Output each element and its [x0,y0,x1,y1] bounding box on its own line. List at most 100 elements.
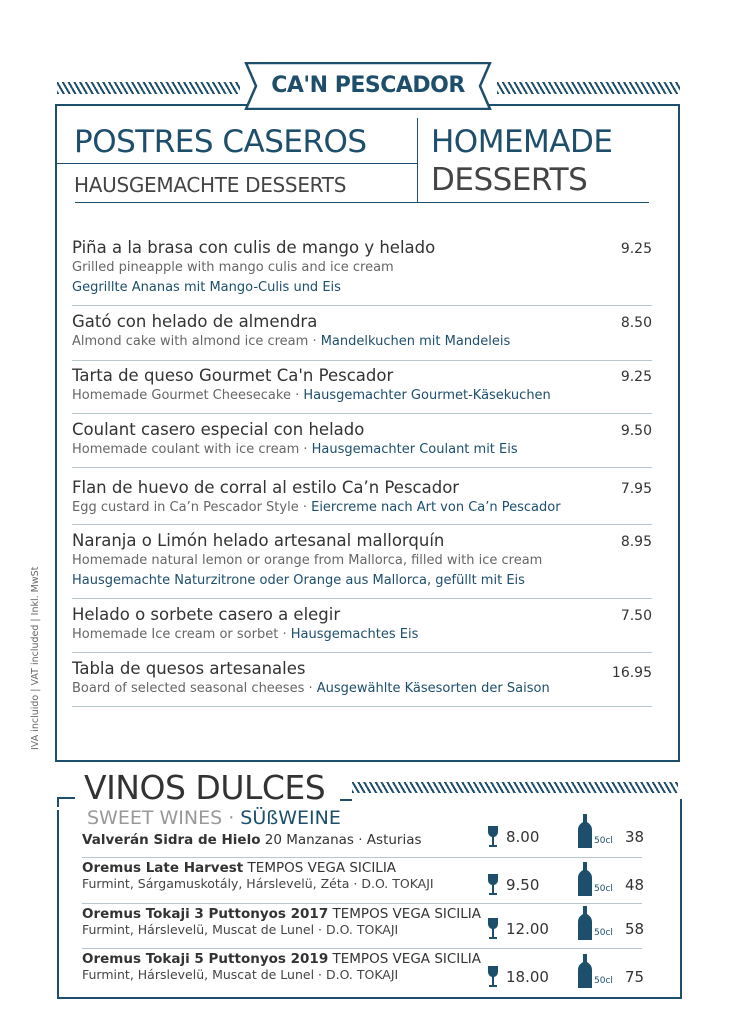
bottle-price: 75 [625,968,645,986]
separator [72,652,652,653]
dessert-item: Coulant casero especial con helado 9.50 H… [72,420,652,462]
dessert-name: Tabla de quesos artesanales [72,659,306,678]
bottle-price: 38 [625,828,645,846]
dessert-english: Homemade natural lemon or orange from Ma… [72,553,543,568]
bottle-size: 50cl [594,836,613,846]
dessert-name: Naranja o Limón helado artesanal mallorq… [72,531,445,550]
separator [72,467,652,468]
wine-glass-icon [487,966,499,992]
decorative-hatch-wines [352,782,678,793]
dessert-name: Gató con helado de almendra [72,312,318,331]
dessert-german: Eiercreme nach Art von Ca’n Pescador [311,500,561,515]
wine-bottle-icon [578,954,592,992]
bottle-price: 48 [625,876,645,894]
wine-item: Valverán Sidra de Hielo 20 Manzanas · As… [82,814,652,848]
dessert-item: Flan de huevo de corral al estilo Ca’n P… [72,478,652,520]
dessert-english: Homemade coulant with ice cream · [72,442,312,457]
subtitle-english: SWEET WINES · [87,807,241,829]
dessert-name: Piña a la brasa con culis de mango y hel… [72,238,436,257]
wine-name: Oremus Late Harvest [82,860,244,876]
bottle-size: 50cl [594,884,613,894]
bottle-price: 58 [625,920,645,938]
separator [72,305,652,306]
wine-name: Oremus Tokaji 3 Puttonyos 2017 [82,906,329,922]
wine-glass-icon [487,874,499,900]
wine-item: Oremus Late Harvest TEMPOS VEGA SICILIA … [82,860,652,896]
separator [72,524,652,525]
wine-details: Furmint, Hárslevelü, Muscat de Lunel · D… [82,922,399,937]
dessert-german: Hausgemachte Naturzitrone oder Orange au… [72,573,525,588]
tax-note: IVA incluido | VAT included | Inkl. MwSt [30,566,41,750]
decorative-hatch-left [57,82,240,94]
wine-name: Oremus Tokaji 5 Puttonyos 2019 [82,951,329,967]
title-english-2: DESSERTS [431,162,588,198]
dessert-german: Hausgemachter Coulant mit Eis [311,442,518,457]
dessert-price: 9.25 [620,241,652,257]
title-english-1: HOMEMADE [431,124,613,160]
bottle-size: 50cl [594,976,613,986]
dessert-price: 9.50 [620,423,652,439]
decorative-hatch-right [497,82,680,94]
dessert-item: Naranja o Limón helado artesanal mallorq… [72,531,652,593]
glass-price: 8.00 [506,828,540,846]
dessert-item: Tarta de queso Gourmet Ca'n Pescador 9.2… [72,366,652,408]
wine-details: Furmint, Hárslevelü, Muscat de Lunel · D… [82,967,399,982]
dessert-german: Hausgemachter Gourmet-Käsekuchen [303,388,551,403]
wine-item: Oremus Tokaji 5 Puttonyos 2019 TEMPOS VE… [82,951,652,988]
dessert-english: Board of selected seasonal cheeses · [72,681,317,696]
separator [72,360,652,361]
title-spanish: POSTRES CASEROS [74,124,367,160]
wine-producer: 20 Manzanas · Asturias [260,832,422,848]
glass-price: 18.00 [506,968,549,986]
wines-subtitle: SWEET WINES · SÜßWEINE [87,807,341,829]
separator [82,948,642,949]
dessert-price: 8.50 [620,315,652,331]
glass-price: 12.00 [506,920,549,938]
separator [82,857,642,858]
dessert-name: Tarta de queso Gourmet Ca'n Pescador [72,366,394,385]
dessert-price: 16.95 [611,665,652,681]
dessert-name: Coulant casero especial con helado [72,420,365,439]
dessert-german: Ausgewählte Käsesorten der Saison [316,681,550,696]
dessert-item: Tabla de quesos artesanales 16.95 Board o… [72,659,652,701]
wine-name: Valverán Sidra de Hielo [82,832,261,848]
wine-item: Oremus Tokaji 3 Puttonyos 2017 TEMPOS VE… [82,906,652,940]
dessert-german: Gegrillte Ananas mit Mango-Culis und Eis [72,280,341,295]
wine-glass-icon [487,826,499,852]
dessert-price: 9.25 [620,369,652,385]
wines-title: VINOS DULCES [84,768,326,807]
brand-banner: CA'N PESCADOR [244,62,492,110]
dessert-item: Gató con helado de almendra 8.50 Almond c… [72,312,652,354]
separator [82,903,642,904]
dessert-item: Piña a la brasa con culis de mango y hel… [72,238,652,300]
separator [72,413,652,414]
divider [57,163,417,164]
dessert-english: Homemade Gourmet Cheesecake · [72,388,304,403]
dessert-price: 7.95 [620,481,652,497]
wine-details: Furmint, Sárgamuskotály, Hárslevelü, Zét… [82,876,434,891]
dessert-english: Egg custard in Ca’n Pescador Style · [72,500,312,515]
dessert-english: Homemade Ice cream or sorbet · [72,627,291,642]
title-german: HAUSGEMACHTE DESSERTS [74,173,347,197]
dessert-name: Flan de huevo de corral al estilo Ca’n P… [72,478,460,497]
dessert-price: 8.95 [620,534,652,550]
glass-price: 9.50 [506,876,540,894]
wine-producer: TEMPOS VEGA SICILIA [328,906,482,922]
subtitle-german: SÜßWEINE [240,807,341,829]
wine-bottle-icon [578,906,592,944]
dessert-german: Hausgemachtes Eis [290,627,419,642]
dessert-english: Grilled pineapple with mango culis and i… [72,260,394,275]
dessert-price: 7.50 [620,608,652,624]
separator [72,706,652,707]
bottle-size: 50cl [594,928,613,938]
wine-producer: TEMPOS VEGA SICILIA [243,860,397,876]
dessert-german: Mandelkuchen mit Mandeleis [320,334,511,349]
divider [417,118,418,203]
dessert-item: Helado o sorbete casero a elegir 7.50 Hom… [72,605,652,647]
wine-bottle-icon [578,814,592,852]
wine-glass-icon [487,918,499,944]
wine-producer: TEMPOS VEGA SICILIA [328,951,482,967]
dessert-name: Helado o sorbete casero a elegir [72,605,341,624]
dessert-english: Almond cake with almond ice cream · [72,334,321,349]
